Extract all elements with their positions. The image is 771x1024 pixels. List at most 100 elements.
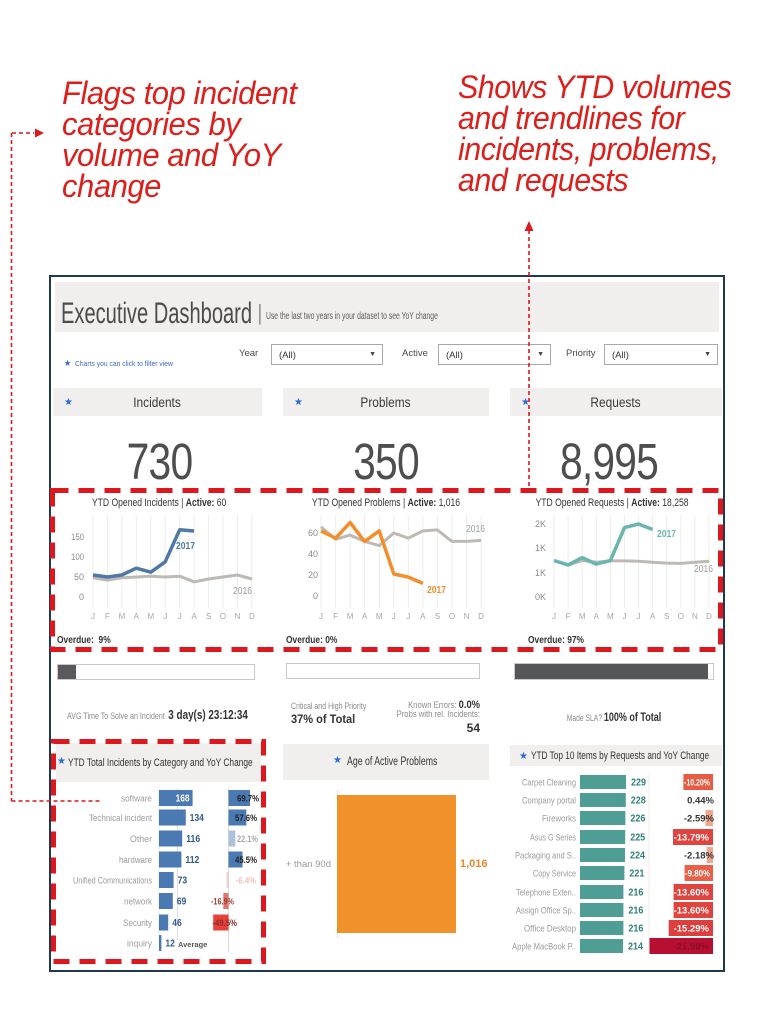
- svg-text:J: J: [91, 612, 95, 621]
- svg-text:214: 214: [628, 942, 643, 953]
- svg-text:225: 225: [630, 833, 645, 844]
- svg-text:69.7%: 69.7%: [237, 794, 259, 805]
- svg-text:2016: 2016: [466, 523, 485, 535]
- svg-text:N: N: [692, 612, 698, 621]
- svg-text:22.1%: 22.1%: [237, 834, 258, 845]
- svg-text:Company portal: Company portal: [522, 796, 576, 807]
- svg-text:N: N: [464, 612, 470, 621]
- svg-text:M: M: [376, 612, 383, 621]
- svg-text:226: 226: [630, 814, 645, 825]
- svg-text:-10.20%: -10.20%: [684, 778, 710, 789]
- svg-text:221: 221: [629, 869, 644, 880]
- svg-text:J: J: [178, 612, 182, 621]
- svg-text:216: 216: [628, 888, 643, 899]
- svg-text:F: F: [105, 612, 110, 621]
- svg-text:F: F: [333, 612, 338, 621]
- svg-text:-6.4%: -6.4%: [236, 876, 256, 887]
- svg-text:229: 229: [631, 778, 646, 789]
- svg-text:A: A: [420, 612, 426, 621]
- svg-text:inquiry: inquiry: [127, 939, 152, 950]
- svg-text:A: A: [191, 612, 197, 621]
- svg-text:-21.90%: -21.90%: [674, 942, 710, 953]
- svg-text:N: N: [235, 612, 241, 621]
- svg-text:100: 100: [71, 552, 84, 562]
- svg-text:Telephone Exten..: Telephone Exten..: [516, 888, 576, 899]
- svg-text:73: 73: [178, 876, 188, 887]
- svg-text:45.5%: 45.5%: [235, 855, 257, 866]
- svg-text:-16.9%: -16.9%: [211, 897, 234, 908]
- svg-text:Packaging and S..: Packaging and S..: [515, 851, 576, 862]
- svg-text:O: O: [449, 612, 455, 621]
- svg-text:1K: 1K: [535, 543, 546, 553]
- svg-text:2017: 2017: [657, 528, 676, 540]
- svg-text:1K: 1K: [535, 568, 546, 578]
- svg-text:D: D: [478, 612, 484, 621]
- svg-text:J: J: [319, 612, 323, 621]
- svg-text:69: 69: [177, 897, 187, 908]
- svg-text:A: A: [594, 612, 600, 621]
- svg-text:-13.79%: -13.79%: [674, 833, 710, 844]
- svg-text:Security: Security: [123, 918, 152, 929]
- svg-text:A: A: [134, 612, 140, 621]
- svg-text:A: A: [650, 612, 656, 621]
- svg-text:M: M: [119, 612, 126, 621]
- svg-text:2017: 2017: [176, 540, 195, 552]
- svg-text:J: J: [392, 612, 396, 621]
- svg-text:Carpet Cleaning: Carpet Cleaning: [522, 778, 576, 789]
- svg-text:-49.5%: -49.5%: [213, 918, 238, 929]
- svg-text:software: software: [121, 794, 152, 805]
- svg-text:224: 224: [630, 851, 645, 862]
- svg-text:network: network: [124, 897, 152, 908]
- svg-text:-2.59%: -2.59%: [684, 814, 715, 825]
- svg-text:2017: 2017: [427, 584, 446, 596]
- svg-text:-13.60%: -13.60%: [674, 888, 710, 899]
- svg-text:J: J: [163, 612, 167, 621]
- svg-text:-13.60%: -13.60%: [674, 906, 710, 917]
- svg-text:57.6%: 57.6%: [235, 813, 257, 824]
- svg-text:Other: Other: [130, 834, 152, 845]
- svg-text:M: M: [579, 612, 586, 621]
- svg-text:40: 40: [308, 549, 318, 559]
- svg-text:216: 216: [628, 906, 643, 917]
- svg-text:S: S: [664, 612, 669, 621]
- svg-text:Technical incident: Technical incident: [89, 813, 152, 824]
- svg-text:M: M: [347, 612, 354, 621]
- svg-text:12: 12: [165, 939, 175, 950]
- svg-text:Apple MacBook P..: Apple MacBook P..: [512, 942, 576, 953]
- svg-text:150: 150: [71, 532, 84, 542]
- svg-text:hardware: hardware: [119, 855, 152, 866]
- svg-text:216: 216: [628, 924, 643, 935]
- svg-text:A: A: [362, 612, 368, 621]
- svg-text:0K: 0K: [535, 592, 546, 602]
- svg-text:Office Desktop: Office Desktop: [524, 924, 576, 935]
- svg-text:134: 134: [190, 813, 204, 824]
- svg-text:D: D: [249, 612, 255, 621]
- svg-text:-2.18%: -2.18%: [684, 851, 715, 862]
- svg-text:S: S: [206, 612, 211, 621]
- svg-text:M: M: [607, 612, 614, 621]
- svg-text:F: F: [566, 612, 571, 621]
- svg-text:Unified Communications: Unified Communications: [73, 876, 152, 887]
- svg-text:M: M: [147, 612, 154, 621]
- svg-text:O: O: [220, 612, 226, 621]
- svg-text:O: O: [678, 612, 684, 621]
- svg-text:2K: 2K: [535, 519, 546, 529]
- svg-text:J: J: [406, 612, 410, 621]
- svg-text:50: 50: [74, 572, 84, 582]
- svg-text:J: J: [552, 612, 556, 621]
- svg-text:60: 60: [308, 528, 318, 538]
- svg-text:Assign Office Sp..: Assign Office Sp..: [516, 906, 576, 917]
- svg-text:112: 112: [185, 855, 199, 866]
- svg-text:2016: 2016: [233, 585, 252, 597]
- svg-text:168: 168: [176, 794, 190, 805]
- svg-text:228: 228: [631, 796, 646, 807]
- svg-text:116: 116: [186, 834, 200, 845]
- svg-text:J: J: [622, 612, 626, 621]
- svg-text:0: 0: [79, 592, 84, 602]
- svg-text:Fireworks: Fireworks: [542, 814, 576, 825]
- svg-text:D: D: [706, 612, 712, 621]
- svg-text:S: S: [435, 612, 440, 621]
- svg-text:Asus G Series: Asus G Series: [530, 833, 576, 844]
- svg-text:J: J: [637, 612, 641, 621]
- svg-text:2016: 2016: [694, 563, 713, 575]
